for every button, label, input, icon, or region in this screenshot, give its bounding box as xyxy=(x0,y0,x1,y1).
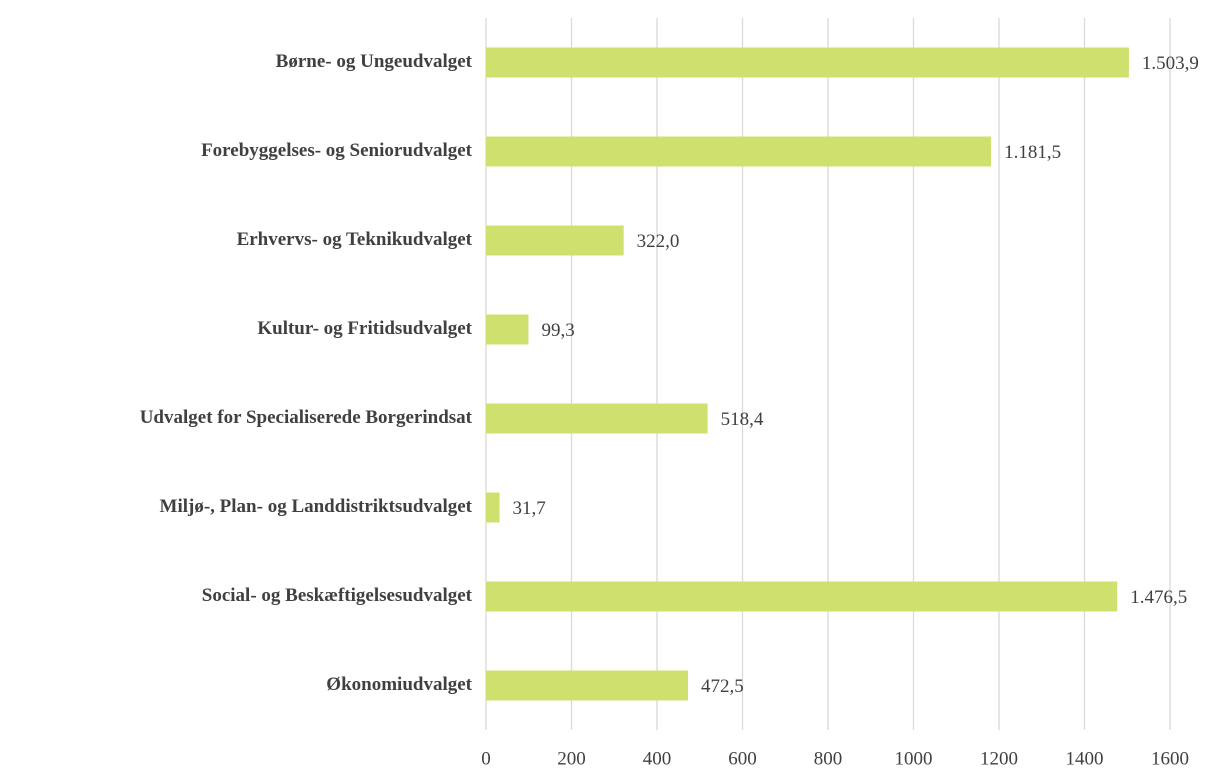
y-tick-label: Kultur- og Fritidsudvalget xyxy=(257,318,472,339)
bar xyxy=(486,225,624,256)
bar xyxy=(486,670,688,701)
bar xyxy=(486,136,992,167)
data-label: 1.503,9 xyxy=(1142,53,1199,74)
x-tick-label: 0 xyxy=(481,748,491,769)
x-tick-label: 1200 xyxy=(980,748,1018,769)
bar xyxy=(486,403,708,434)
y-tick-label: Erhvervs- og Teknikudvalget xyxy=(237,229,473,250)
data-label: 31,7 xyxy=(513,498,546,519)
y-tick-label: Udvalget for Specialiserede Borgerindsat xyxy=(140,407,473,428)
x-tick-label: 1600 xyxy=(1151,748,1189,769)
y-tick-label: Børne- og Ungeudvalget xyxy=(276,51,473,72)
bar xyxy=(486,47,1129,78)
x-tick-label: 600 xyxy=(728,748,757,769)
bar xyxy=(486,314,529,345)
x-tick-label: 400 xyxy=(643,748,672,769)
data-label: 1.476,5 xyxy=(1130,587,1187,608)
x-tick-label: 200 xyxy=(557,748,586,769)
y-tick-label: Forebyggelses- og Seniorudvalget xyxy=(201,140,473,161)
data-label: 1.181,5 xyxy=(1004,142,1061,163)
y-tick-label: Økonomiudvalget xyxy=(326,674,472,695)
bar xyxy=(486,492,500,523)
x-tick-label: 1000 xyxy=(895,748,933,769)
y-tick-label: Miljø-, Plan- og Landdistriktsudvalget xyxy=(160,496,473,517)
data-label: 472,5 xyxy=(701,676,744,697)
x-tick-label: 1400 xyxy=(1066,748,1104,769)
data-label: 322,0 xyxy=(637,231,680,252)
x-tick-label: 800 xyxy=(814,748,843,769)
bar xyxy=(486,581,1118,612)
y-tick-label: Social- og Beskæftigelsesudvalget xyxy=(202,585,473,606)
data-label: 99,3 xyxy=(541,320,574,341)
data-label: 518,4 xyxy=(721,409,764,430)
